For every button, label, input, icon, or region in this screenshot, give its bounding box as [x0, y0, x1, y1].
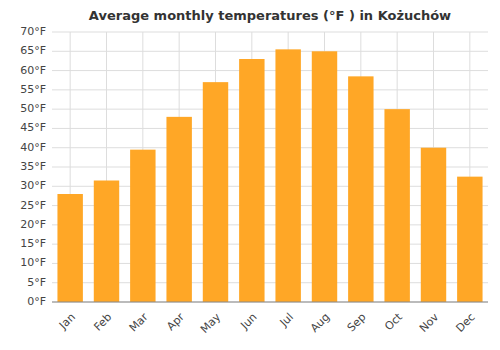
- x-tick-label: Jan: [56, 311, 78, 333]
- y-tick-label: 20°F: [20, 218, 46, 231]
- x-tick-label: Feb: [91, 311, 114, 334]
- y-grid-line: [52, 128, 488, 129]
- bar: [312, 51, 337, 302]
- x-tick-label: Jul: [277, 311, 296, 330]
- bar: [421, 148, 446, 302]
- page: {"chart_data": {"type": "bar", "title": …: [0, 0, 500, 350]
- bar: [384, 109, 409, 302]
- y-grid-line: [52, 109, 488, 110]
- x-tick-label: Sep: [345, 311, 369, 335]
- x-tick-label: Aug: [308, 311, 332, 335]
- x-axis: Jan Feb Mar Apr May Jun Jul Aug Sep Oct Nov Dec: [56, 310, 478, 336]
- bar: [239, 59, 264, 302]
- y-tick-label: 65°F: [20, 44, 46, 57]
- bar: [57, 194, 82, 302]
- y-tick-label: 55°F: [20, 83, 46, 96]
- x-axis-line: [52, 302, 488, 303]
- chart-container: Average monthly temperatures (°F ) in Ko…: [0, 0, 500, 350]
- bar: [275, 49, 300, 302]
- x-tick-label: Jun: [238, 311, 260, 333]
- y-tick-label: 0°F: [27, 295, 46, 308]
- bar: [130, 150, 155, 302]
- y-tick-label: 15°F: [20, 237, 46, 250]
- y-tick-label: 60°F: [20, 64, 46, 77]
- bar: [457, 177, 482, 302]
- x-tick-label: Apr: [164, 310, 187, 333]
- chart-title: Average monthly temperatures (°F ) in Ko…: [89, 8, 451, 23]
- y-tick-label: 30°F: [20, 179, 46, 192]
- y-grid-line: [52, 302, 488, 303]
- x-tick-label: May: [198, 310, 224, 336]
- bar: [203, 82, 228, 302]
- y-tick-label: 40°F: [20, 141, 46, 154]
- bars: [57, 49, 482, 302]
- y-tick-label: 70°F: [20, 25, 46, 38]
- y-tick-label: 10°F: [20, 256, 46, 269]
- y-grid-line: [52, 51, 488, 52]
- x-tick-label: Mar: [127, 310, 151, 334]
- y-tick-label: 50°F: [20, 102, 46, 115]
- y-tick-label: 35°F: [20, 160, 46, 173]
- x-tick-label: Oct: [382, 310, 405, 333]
- x-tick-label: Dec: [453, 311, 477, 335]
- bar: [94, 181, 119, 303]
- y-grid-line: [52, 70, 488, 71]
- chart-svg: Average monthly temperatures (°F ) in Ko…: [0, 0, 500, 350]
- y-grid-line: [52, 32, 488, 33]
- grid: [52, 32, 488, 302]
- y-tick-label: 5°F: [27, 276, 46, 289]
- bar: [166, 117, 191, 302]
- y-grid-line: [52, 89, 488, 90]
- y-tick-label: 45°F: [20, 121, 46, 134]
- y-axis: 0°F 5°F 10°F 15°F 20°F 25°F 30°F 35°F 40°F 45°F 50…: [20, 25, 46, 308]
- bar: [348, 76, 373, 302]
- x-tick-label: Nov: [417, 310, 442, 335]
- y-tick-label: 25°F: [20, 199, 46, 212]
